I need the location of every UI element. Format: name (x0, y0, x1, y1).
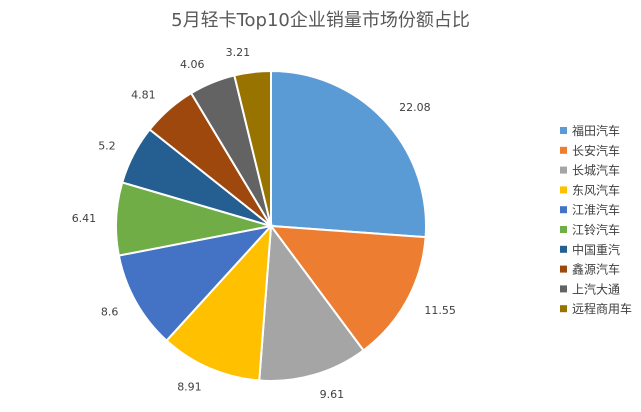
chart-title: 5月轻卡Top10企业销量市场份额占比 (171, 10, 470, 31)
data-label-1: 22.08 (399, 101, 431, 114)
legend-label-10: 远程商用车 (572, 301, 632, 316)
legend-swatch-10 (560, 305, 567, 313)
legend-swatch-9 (560, 285, 567, 293)
legend-swatch-6 (560, 226, 567, 233)
pie-slice-10 (233, 69, 272, 227)
pie-slice-3 (258, 223, 365, 382)
data-label-7: 5.2 (98, 139, 116, 152)
data-label-2: 11.55 (424, 304, 456, 317)
legend-label-9: 上汽大通 (572, 281, 620, 296)
pie-slice-5 (117, 224, 274, 342)
legend-swatch-2 (560, 146, 567, 154)
pie-slice-2 (268, 224, 427, 352)
legend-swatch-3 (560, 166, 567, 174)
legend-swatch-5 (560, 206, 567, 214)
legend-label-7: 中国重汽 (572, 242, 620, 257)
pie-slice-4 (165, 223, 273, 382)
legend-swatch-1 (560, 127, 567, 134)
data-label-5: 8.6 (101, 306, 119, 319)
legend-label-1: 福田汽车 (572, 123, 620, 138)
legend-label-5: 江淮汽车 (572, 202, 620, 217)
legend-swatch-8 (560, 265, 567, 273)
data-label-6: 6.41 (72, 212, 97, 225)
data-label-9: 4.06 (180, 58, 205, 71)
data-label-4: 8.91 (177, 381, 202, 394)
data-label-8: 4.81 (131, 88, 156, 101)
legend-label-6: 江铃汽车 (572, 222, 620, 237)
legend-label-8: 鑫源汽车 (572, 262, 620, 277)
pie-slice-1 (270, 69, 428, 239)
legend-label-2: 长安汽车 (572, 143, 620, 158)
legend-label-3: 长城汽车 (572, 163, 620, 178)
legend-swatch-4 (560, 186, 567, 194)
legend-label-4: 东风汽车 (572, 182, 620, 197)
data-label-3: 9.61 (320, 388, 345, 401)
legend-swatch-7 (560, 245, 567, 253)
data-label-10: 3.21 (226, 46, 251, 59)
